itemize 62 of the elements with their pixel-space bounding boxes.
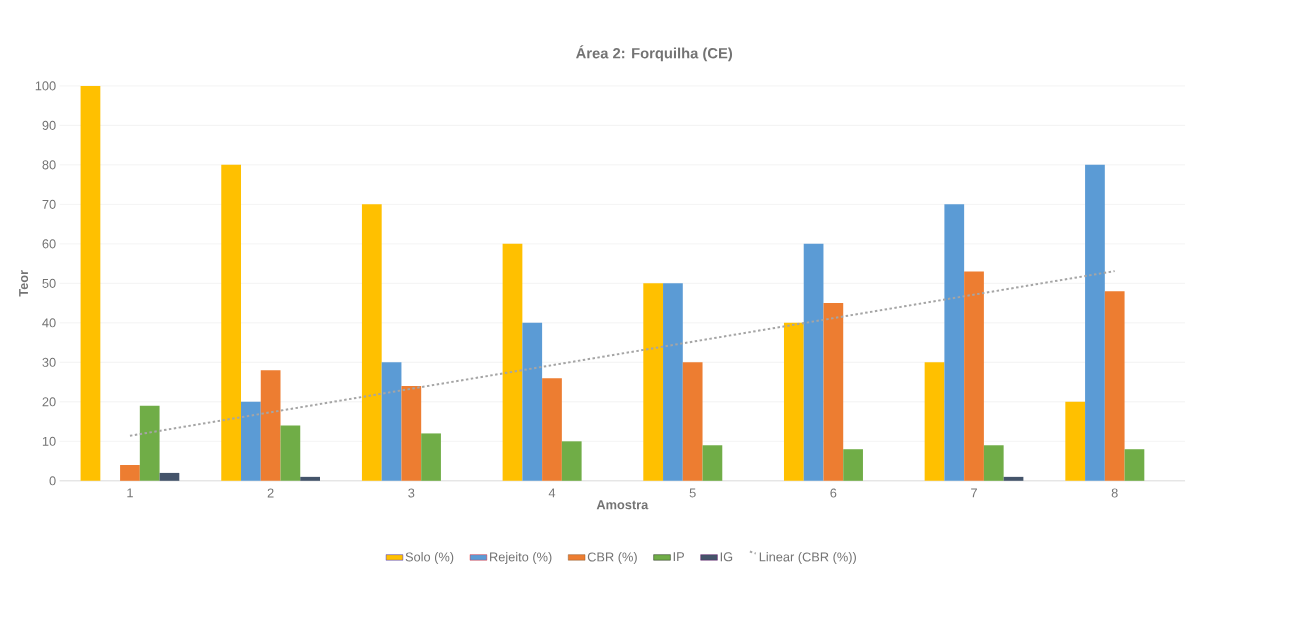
bar bbox=[502, 243, 523, 481]
bar bbox=[361, 204, 382, 481]
bar bbox=[80, 85, 101, 481]
bar bbox=[120, 465, 140, 481]
bar bbox=[944, 204, 965, 481]
y-tick-label: 50 bbox=[42, 278, 56, 288]
bar bbox=[1104, 291, 1125, 481]
y-tick-label: 10 bbox=[42, 436, 56, 446]
x-tick-label: 1 bbox=[127, 488, 133, 498]
bar bbox=[983, 445, 1004, 481]
y-tick-label: 30 bbox=[42, 357, 56, 367]
bar bbox=[300, 476, 320, 481]
y-tick-label: 40 bbox=[42, 318, 56, 328]
bar bbox=[1065, 401, 1086, 481]
x-tick-label: 3 bbox=[408, 488, 415, 498]
bar bbox=[381, 362, 402, 481]
bar bbox=[643, 283, 664, 481]
y-axis-title: Teor bbox=[19, 270, 29, 297]
legend-label: Rejeito (%) bbox=[490, 552, 552, 564]
bar bbox=[522, 322, 543, 481]
bar bbox=[561, 441, 582, 481]
bar bbox=[1085, 164, 1105, 481]
legend-label: IP bbox=[673, 552, 684, 562]
y-tick-label: 80 bbox=[42, 160, 56, 170]
x-tick-label: 5 bbox=[689, 488, 696, 498]
legend-label: Linear (CBR (%)) bbox=[759, 552, 856, 564]
x-tick-label: 6 bbox=[830, 488, 837, 498]
bar bbox=[542, 378, 562, 481]
x-tick-label: 8 bbox=[1111, 488, 1118, 498]
x-tick-label: 7 bbox=[971, 488, 977, 498]
y-tick-label: 90 bbox=[42, 120, 56, 130]
bar bbox=[803, 243, 824, 481]
y-tick-label: 60 bbox=[42, 239, 56, 249]
legend-label: CBR (%) bbox=[587, 552, 637, 564]
bar bbox=[241, 401, 261, 481]
bar bbox=[280, 425, 301, 481]
bar bbox=[221, 164, 242, 481]
x-tick-label: 2 bbox=[267, 488, 274, 498]
legend-label: IG bbox=[720, 552, 733, 562]
bar bbox=[401, 386, 422, 481]
bar bbox=[702, 445, 723, 481]
bar bbox=[159, 472, 180, 481]
bar bbox=[964, 271, 984, 481]
y-tick-label: 20 bbox=[42, 397, 56, 407]
legend-label: Solo (%) bbox=[405, 552, 454, 564]
bar bbox=[421, 433, 441, 481]
bar bbox=[682, 362, 703, 481]
bar bbox=[843, 449, 863, 481]
y-tick-label: 0 bbox=[49, 476, 56, 486]
bar bbox=[663, 283, 683, 481]
x-axis-title: Amostra bbox=[596, 500, 649, 510]
bar bbox=[924, 362, 945, 481]
bar bbox=[823, 303, 844, 481]
chart-title: Área 2: Forquilha (CE) bbox=[576, 45, 733, 62]
bar bbox=[1003, 476, 1024, 481]
bar bbox=[139, 405, 160, 481]
bar bbox=[783, 322, 804, 481]
y-tick-label: 100 bbox=[35, 81, 56, 91]
bar bbox=[260, 370, 281, 481]
x-tick-label: 4 bbox=[548, 488, 556, 498]
y-tick-label: 70 bbox=[42, 199, 56, 209]
bar bbox=[1124, 449, 1145, 481]
